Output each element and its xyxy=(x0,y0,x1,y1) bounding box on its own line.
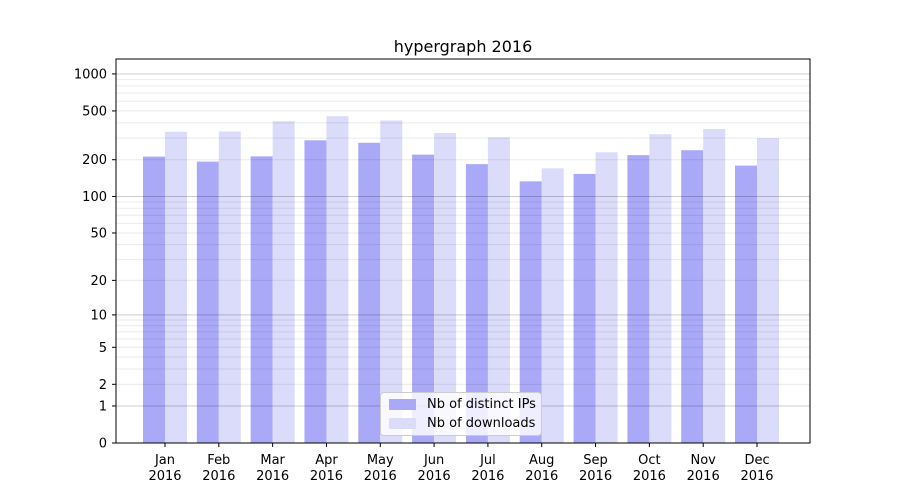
x-tick-label-month: Jul xyxy=(479,453,496,468)
bar-nb-of-distinct-ips-jan xyxy=(143,156,165,443)
legend-label-downloads: Nb of downloads xyxy=(427,415,536,431)
x-tick-label-year: 2016 xyxy=(579,469,612,484)
bar-nb-of-downloads-jun xyxy=(434,133,457,443)
legend: Nb of distinct IPs Nb of downloads xyxy=(380,392,542,436)
bar-nb-of-distinct-ips-feb xyxy=(196,161,219,443)
x-tick-label-year: 2016 xyxy=(471,469,504,484)
y-tick-label: 200 xyxy=(82,153,107,168)
x-tick-label-year: 2016 xyxy=(148,469,181,484)
x-tick-label-month: Mar xyxy=(260,453,285,468)
x-tick-label-month: Oct xyxy=(638,453,660,468)
bar-nb-of-downloads-dec xyxy=(757,138,780,443)
chart-title: hypergraph 2016 xyxy=(394,37,533,56)
bar-nb-of-distinct-ips-jul xyxy=(465,164,488,443)
legend-swatch-downloads xyxy=(389,417,416,429)
x-tick-label-year: 2016 xyxy=(740,469,773,484)
bar-nb-of-distinct-ips-jun xyxy=(412,154,435,443)
x-tick-label-year: 2016 xyxy=(202,469,235,484)
y-tick-label: 0 xyxy=(99,437,107,452)
x-tick-label-month: Aug xyxy=(529,453,554,468)
y-tick-label: 50 xyxy=(90,226,107,241)
bar-nb-of-distinct-ips-mar xyxy=(250,156,273,443)
x-tick-label-month: Dec xyxy=(744,453,769,468)
y-tick-label: 10 xyxy=(90,308,107,323)
bar-nb-of-downloads-aug xyxy=(541,168,564,443)
x-tick-label-year: 2016 xyxy=(310,469,343,484)
x-tick-label-year: 2016 xyxy=(687,469,720,484)
bar-nb-of-downloads-may xyxy=(380,120,403,443)
bar-nb-of-distinct-ips-oct xyxy=(627,155,650,443)
bar-nb-of-downloads-sep xyxy=(595,152,618,443)
x-tick-label-month: Jun xyxy=(423,453,444,468)
y-tick-label: 1000 xyxy=(74,67,107,82)
x-tick-label-year: 2016 xyxy=(256,469,289,484)
x-tick-label-month: May xyxy=(367,453,394,468)
x-tick-label-year: 2016 xyxy=(525,469,558,484)
bar-nb-of-distinct-ips-sep xyxy=(573,173,596,444)
bar-nb-of-distinct-ips-dec xyxy=(735,165,758,443)
bar-nb-of-distinct-ips-nov xyxy=(681,150,704,444)
legend-entry-distinct-ips: Nb of distinct IPs xyxy=(389,396,536,414)
legend-swatch-ips xyxy=(389,399,416,411)
x-tick-label-year: 2016 xyxy=(364,469,397,484)
bar-nb-of-downloads-nov xyxy=(703,129,726,444)
y-tick-label: 2 xyxy=(99,378,107,393)
plot-border xyxy=(115,58,811,444)
x-tick-label-month: Nov xyxy=(691,453,717,468)
bar-nb-of-downloads-oct xyxy=(649,134,672,444)
x-tick-label-month: Apr xyxy=(315,453,338,468)
y-tick-label: 100 xyxy=(82,190,107,205)
bar-nb-of-downloads-jul xyxy=(487,137,510,443)
bar-nb-of-distinct-ips-apr xyxy=(304,140,327,443)
bar-nb-of-downloads-apr xyxy=(326,116,349,443)
x-tick-label-month: Feb xyxy=(207,453,230,468)
y-tick-label: 20 xyxy=(90,274,107,289)
legend-label-ips: Nb of distinct IPs xyxy=(427,397,536,413)
bar-nb-of-distinct-ips-may xyxy=(358,142,381,443)
bar-nb-of-downloads-mar xyxy=(272,121,295,443)
bar-nb-of-downloads-jan xyxy=(165,131,187,443)
x-tick-label-month: Sep xyxy=(583,453,608,468)
bar-nb-of-downloads-feb xyxy=(218,131,241,444)
legend-entry-downloads: Nb of downloads xyxy=(389,414,535,432)
x-tick-label-month: Jan xyxy=(154,453,175,468)
y-tick-label: 500 xyxy=(82,104,107,119)
bar-nb-of-distinct-ips-aug xyxy=(519,181,542,444)
y-tick-label: 1 xyxy=(99,399,107,414)
x-tick-label-year: 2016 xyxy=(633,469,666,484)
y-tick-label: 5 xyxy=(99,341,107,356)
x-tick-label-year: 2016 xyxy=(418,469,451,484)
